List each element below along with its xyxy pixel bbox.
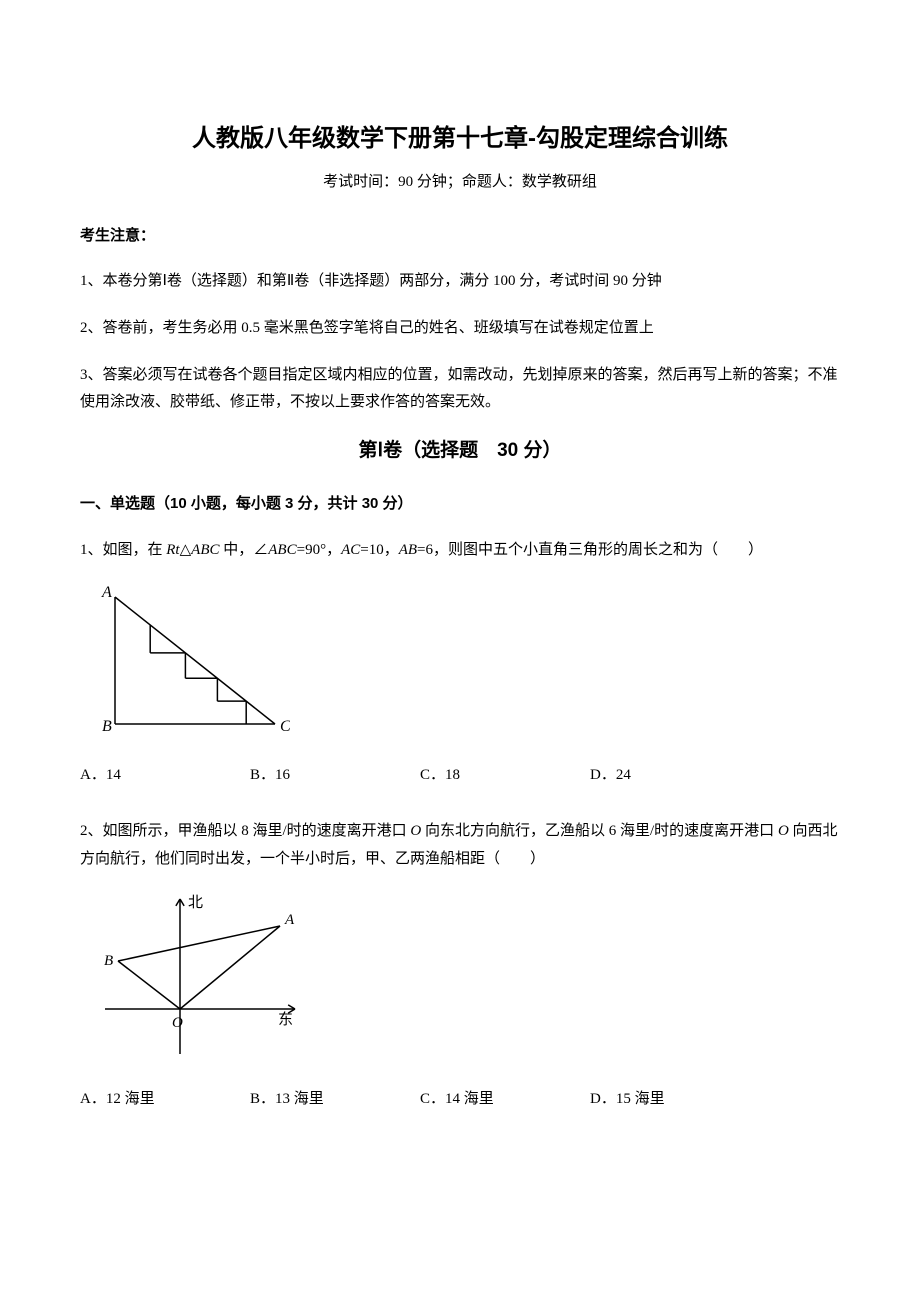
svg-text:O: O bbox=[172, 1015, 183, 1031]
q1-ab: AB bbox=[399, 542, 417, 558]
q1-ac: AC bbox=[341, 542, 360, 558]
question-2-text: 2、如图所示，甲渔船以 8 海里/时的速度离开港口 O 向东北方向航行，乙渔船以… bbox=[80, 817, 840, 874]
q1-tri: △ bbox=[180, 542, 192, 558]
q2-mid1: 向东北方向航行，乙渔船以 6 海里/时的速度离开港口 bbox=[421, 823, 778, 839]
exam-subtitle: 考试时间：90 分钟；命题人：数学教研组 bbox=[80, 170, 840, 194]
exam-title: 人教版八年级数学下册第十七章-勾股定理综合训练 bbox=[80, 120, 840, 158]
q1-abc: ABC bbox=[191, 542, 219, 558]
q1-mid2: =90°， bbox=[297, 542, 341, 558]
section-1-heading: 第Ⅰ卷（选择题 30 分） bbox=[80, 436, 840, 466]
notice-heading: 考生注意： bbox=[80, 224, 840, 248]
svg-text:A: A bbox=[284, 912, 295, 928]
q1-mid4: =6，则图中五个小直角三角形的周长之和为（ ） bbox=[417, 542, 763, 558]
q2-o1: O bbox=[410, 823, 421, 839]
q1-triangle-diagram: A B C bbox=[80, 579, 290, 734]
notice-item-3: 3、答案必须写在试卷各个题目指定区域内相应的位置，如需改动，先划掉原来的答案，然… bbox=[80, 362, 840, 416]
q2-o2: O bbox=[778, 823, 789, 839]
subsection-1-heading: 一、单选题（10 小题，每小题 3 分，共计 30 分） bbox=[80, 492, 840, 516]
q2-option-c: C．14 海里 bbox=[420, 1087, 590, 1111]
svg-text:C: C bbox=[280, 718, 290, 734]
q2-option-d: D．15 海里 bbox=[590, 1087, 760, 1111]
question-2-figure: 北东 O A B bbox=[80, 889, 840, 1068]
q1-abc2: ABC bbox=[268, 542, 296, 558]
question-1-text: 1、如图，在 Rt△ABC 中，∠ABC=90°，AC=10，AB=6，则图中五… bbox=[80, 536, 840, 565]
q2-option-b: B．13 海里 bbox=[250, 1087, 420, 1111]
q2-direction-diagram: 北东 O A B bbox=[80, 889, 300, 1059]
q2-option-a: A．12 海里 bbox=[80, 1087, 250, 1111]
notice-item-2: 2、答卷前，考生务必用 0.5 毫米黑色签字笔将自己的姓名、班级填写在试卷规定位… bbox=[80, 315, 840, 342]
q1-option-a: A．14 bbox=[80, 763, 250, 787]
q2-prefix: 2、如图所示，甲渔船以 8 海里/时的速度离开港口 bbox=[80, 823, 410, 839]
q1-mid1: 中，∠ bbox=[220, 542, 269, 558]
q1-rt: Rt bbox=[166, 542, 179, 558]
svg-text:A: A bbox=[101, 584, 112, 601]
q1-option-c: C．18 bbox=[420, 763, 590, 787]
notice-item-1: 1、本卷分第Ⅰ卷（选择题）和第Ⅱ卷（非选择题）两部分，满分 100 分，考试时间… bbox=[80, 268, 840, 295]
q1-mid3: =10， bbox=[360, 542, 398, 558]
q1-option-b: B．16 bbox=[250, 763, 420, 787]
question-1-figure: A B C bbox=[80, 579, 840, 743]
question-1-options: A．14 B．16 C．18 D．24 bbox=[80, 763, 840, 787]
svg-text:东: 东 bbox=[278, 1011, 293, 1028]
q1-prefix: 1、如图，在 bbox=[80, 542, 166, 558]
question-2-options: A．12 海里 B．13 海里 C．14 海里 D．15 海里 bbox=[80, 1087, 840, 1111]
svg-text:B: B bbox=[104, 953, 113, 969]
q1-option-d: D．24 bbox=[590, 763, 760, 787]
svg-text:北: 北 bbox=[188, 894, 203, 911]
svg-text:B: B bbox=[102, 718, 112, 734]
